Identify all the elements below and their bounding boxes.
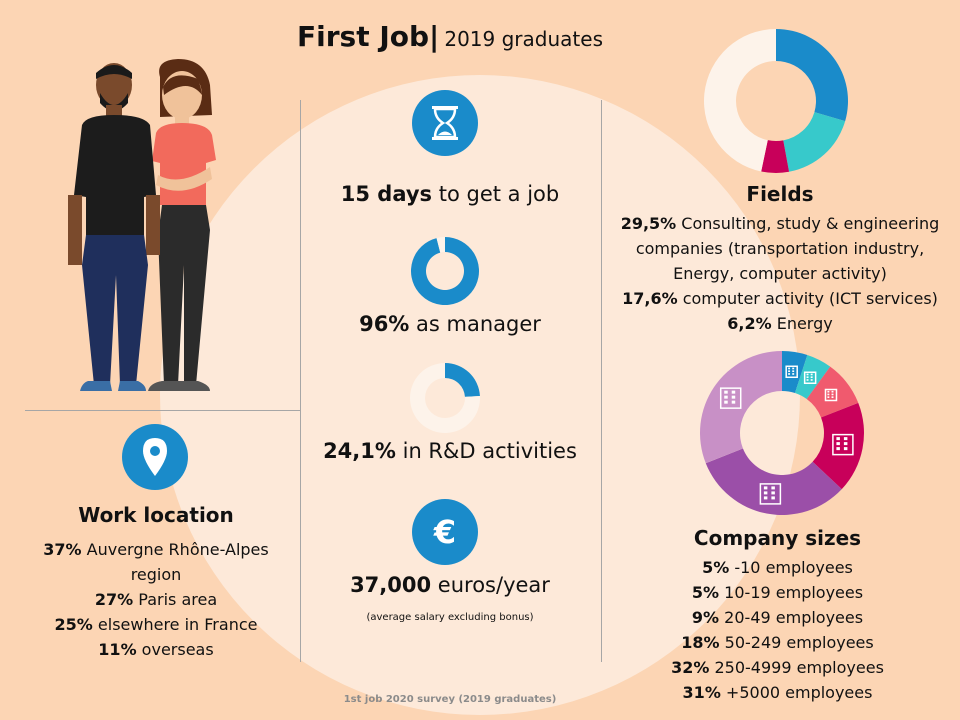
company-size-item-text: 20-49 employees [719, 608, 864, 627]
stat-salary-value: 37,000 [350, 573, 432, 597]
company-size-item-text: -10 employees [729, 558, 853, 577]
manager-donut-chart [411, 237, 479, 305]
building-icon [785, 365, 798, 379]
work-location-item-value: 25% [54, 615, 93, 634]
stat-salary-text: euros/year [437, 573, 550, 597]
fields-donut-chart [704, 29, 848, 173]
work-location-item-value: 11% [98, 640, 137, 659]
location-icon-circle [122, 424, 188, 490]
svg-text:€: € [433, 513, 456, 551]
company-size-item: 5% 10-19 employees [605, 580, 950, 605]
work-location-item-value: 27% [94, 590, 134, 609]
stat-rnd-value: 24,1% [323, 439, 396, 463]
stat-manager: 96% as manager [300, 312, 600, 336]
fields-item: 29,5% Consulting, study & engineering co… [605, 211, 955, 286]
fields-slice-3 [704, 29, 776, 172]
company-size-item-value: 5% [691, 583, 720, 602]
company-size-item-value: 5% [702, 558, 730, 577]
fields-item: 17,6% computer activity (ICT services) [605, 286, 955, 311]
building-icon [719, 387, 742, 409]
stat-salary: 37,000 euros/year [300, 573, 600, 597]
company-sizes-heading: Company sizes [693, 526, 862, 550]
man-figure [68, 63, 160, 391]
footer-source: 1st job 2020 survey (2019 graduates) [343, 694, 557, 705]
company-size-item-text: +5000 employees [720, 683, 873, 702]
stat-days-value: 15 days [340, 182, 433, 206]
manager-slice-1 [436, 237, 445, 253]
building-icon [803, 371, 817, 385]
manager-slice-0 [411, 237, 479, 305]
company-size-item-text: 250-4999 employees [709, 658, 884, 677]
stat-rnd: 24,1% in R&D activities [300, 439, 600, 463]
building-icon [832, 433, 854, 456]
stat-salary-note: (average salary excluding bonus) [366, 612, 534, 623]
stat-manager-text: as manager [416, 312, 541, 336]
company-size-item-value: 9% [691, 608, 720, 627]
fields-slice-0 [776, 29, 848, 122]
work-location-item: 11% overseas [25, 637, 287, 662]
company-size-item: 32% 250-4999 employees [605, 655, 950, 680]
company-size-item: 31% +5000 employees [605, 680, 950, 705]
company-size-item: 9% 20-49 employees [605, 605, 950, 630]
title-main: First Job| [297, 20, 440, 53]
work-location-item-text: overseas [136, 640, 214, 659]
work-location-item-text: elsewhere in France [92, 615, 258, 634]
work-location-item: 27% Paris area [25, 587, 287, 612]
work-location-heading: Work location [78, 503, 234, 527]
company-size-item-value: 31% [682, 683, 721, 702]
euro-icon: € [433, 513, 456, 551]
company_sizes-slice-3 [812, 402, 864, 490]
company-size-item-value: 18% [681, 633, 720, 652]
company-sizes-donut-chart [700, 351, 864, 515]
fields-heading: Fields [746, 182, 814, 206]
hourglass-icon [432, 106, 458, 140]
work-location-item-text: Auvergne Rhône-Alpes region [81, 540, 269, 584]
company_sizes-slice-0 [782, 351, 808, 394]
company-size-item-text: 50-249 employees [719, 633, 874, 652]
company-size-item-text: 10-19 employees [719, 583, 864, 602]
fields-list: 29,5% Consulting, study & engineering co… [605, 211, 955, 336]
fields-item: 6,2% Energy [605, 311, 955, 336]
fields-item-value: 29,5% [620, 214, 677, 233]
title-sub: 2019 graduates [444, 27, 603, 51]
work-location-item: 37% Auvergne Rhône-Alpes region [25, 537, 287, 587]
building-icon [759, 483, 782, 505]
work-location-item-text: Paris area [133, 590, 218, 609]
rnd-slice-0 [445, 363, 480, 397]
stat-days: 15 days to get a job [300, 182, 600, 206]
divider-horizontal [25, 410, 300, 411]
background-circle [160, 75, 800, 715]
euro-icon-circle: € [412, 499, 478, 565]
fields-slice-1 [783, 112, 846, 172]
fields-item-text: Consulting, study & engineering companie… [635, 214, 940, 283]
company_sizes-slice-4 [705, 448, 842, 515]
rnd-slice-1 [410, 363, 480, 433]
building-icon [824, 388, 838, 402]
company-size-item-value: 32% [671, 658, 710, 677]
stat-manager-value: 96% [359, 312, 410, 336]
fields-item-value: 17,6% [622, 289, 678, 308]
work-location-list: 37% Auvergne Rhône-Alpes region 27% Paris… [25, 537, 287, 662]
stat-days-text: to get a job [438, 182, 560, 206]
fields-item-text: computer activity (ICT services) [677, 289, 938, 308]
work-location-item-value: 37% [43, 540, 82, 559]
work-location-item: 25% elsewhere in France [25, 612, 287, 637]
rnd-donut-chart [410, 363, 480, 433]
hourglass-icon-circle [412, 90, 478, 156]
fields-item-text: Energy [771, 314, 833, 333]
fields-slice-2 [761, 140, 790, 173]
company-size-item: 5% -10 employees [605, 555, 950, 580]
page-title: First Job| 2019 graduates [0, 20, 900, 53]
divider-right [601, 100, 602, 662]
company-sizes-list: 5% -10 employees 5% 10-19 employees 9% 20-… [605, 555, 950, 705]
fields-item-value: 6,2% [727, 314, 772, 333]
divider-left [300, 100, 301, 662]
stat-rnd-text: in R&D activities [402, 439, 577, 463]
company-size-item: 18% 50-249 employees [605, 630, 950, 655]
location-pin-icon [143, 438, 167, 476]
graduates-illustration [68, 59, 216, 391]
woman-figure [148, 59, 216, 391]
